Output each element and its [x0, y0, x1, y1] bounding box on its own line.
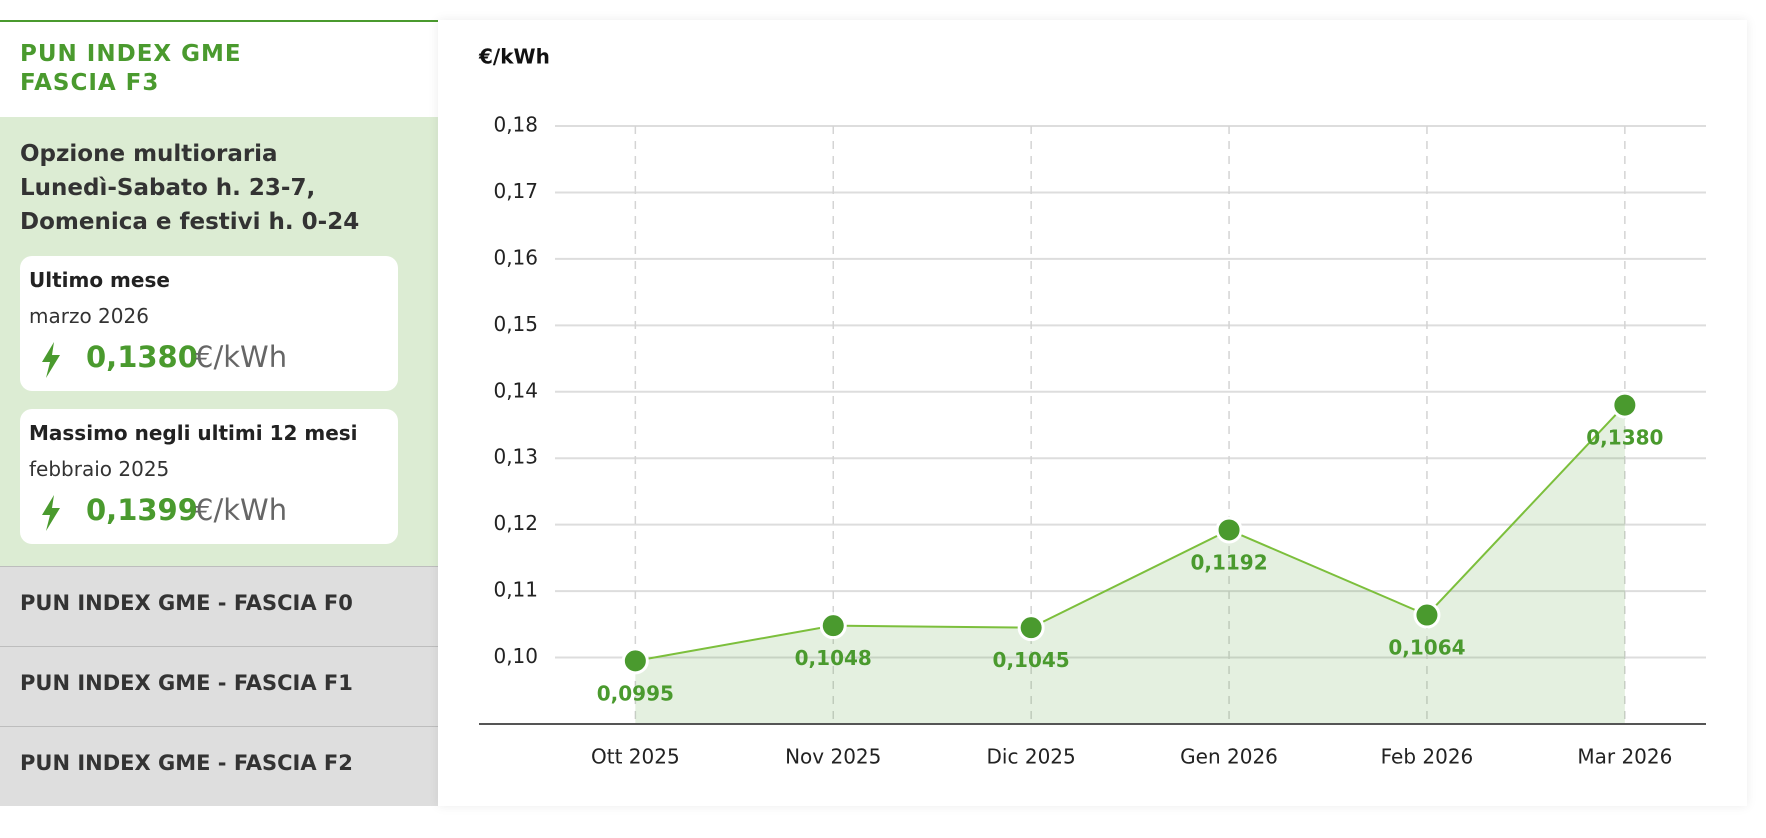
- data-label: 0,1380: [1586, 426, 1663, 450]
- description: Opzione multioraria Lunedì-Sabato h. 23-7…: [20, 137, 359, 239]
- y-tick-label: 0,13: [493, 445, 538, 469]
- description-line: Opzione multioraria: [20, 141, 278, 167]
- active-panel: Opzione multioraria Lunedì-Sabato h. 23-7…: [0, 117, 438, 566]
- card-label: Massimo negli ultimi 12 mesi: [29, 421, 358, 445]
- menu-label: PUN INDEX GME - FASCIA F2: [20, 751, 353, 775]
- data-point: [621, 647, 649, 675]
- x-tick-label: Mar 2026: [1577, 745, 1672, 769]
- data-label: 0,1064: [1388, 636, 1465, 660]
- bolt-icon: [42, 342, 60, 378]
- chart-card: €/kWh 0,10 0,11 0,12 0,13 0,14 0,15 0,16 0,17 0,1…: [438, 20, 1747, 806]
- y-axis-label: €/kWh: [478, 45, 550, 69]
- data-label: 0,1048: [795, 646, 872, 670]
- card-value: 0,1399: [86, 493, 198, 527]
- x-tick-label: Gen 2026: [1180, 745, 1278, 769]
- card-unit: €/kWh: [195, 340, 288, 374]
- sidebar: PUN INDEX GME FASCIA F3 Opzione multiora…: [0, 0, 438, 806]
- menu-label: PUN INDEX GME - FASCIA F0: [20, 591, 353, 615]
- y-tick-label: 0,12: [493, 511, 538, 535]
- data-point: [1017, 614, 1045, 642]
- description-line: Lunedì-Sabato h. 23-7,: [20, 175, 316, 201]
- data-point: [1413, 601, 1441, 629]
- card-period: febbraio 2025: [29, 457, 170, 481]
- x-tick-label: Nov 2025: [785, 745, 881, 769]
- data-label: 0,0995: [597, 681, 674, 705]
- menu-item[interactable]: PUN INDEX GME - FASCIA F0: [0, 566, 438, 646]
- x-tick-label: Dic 2025: [987, 745, 1076, 769]
- y-tick-label: 0,15: [493, 312, 538, 336]
- data-point: [819, 612, 847, 640]
- x-tick-label: Feb 2026: [1381, 745, 1474, 769]
- y-tick-label: 0,16: [493, 245, 538, 269]
- data-point: [1611, 391, 1639, 419]
- menu-item[interactable]: PUN INDEX GME - FASCIA F2: [0, 726, 438, 806]
- sidebar-header: PUN INDEX GME FASCIA F3: [0, 20, 438, 117]
- chart: €/kWh 0,10 0,11 0,12 0,13 0,14 0,15 0,16 0,17 0,1…: [478, 45, 1706, 769]
- y-tick-label: 0,10: [493, 644, 538, 668]
- stat-card: Massimo negli ultimi 12 mesi febbraio 202…: [20, 409, 398, 544]
- y-tick-label: 0,17: [493, 179, 538, 203]
- description-line: Domenica e festivi h. 0-24: [20, 209, 360, 235]
- line: [635, 404, 1626, 662]
- card-value: 0,1380: [86, 340, 198, 374]
- x-tick-label: Ott 2025: [591, 745, 680, 769]
- menu-item[interactable]: PUN INDEX GME - FASCIA F1: [0, 646, 438, 726]
- area: [635, 405, 1625, 724]
- y-tick-label: 0,11: [493, 578, 538, 602]
- data-label: 0,1192: [1190, 550, 1267, 574]
- y-tick-label: 0,14: [493, 378, 538, 402]
- stat-card: Ultimo mese marzo 2026 0,1380 €/kWh: [20, 256, 398, 391]
- sidebar-title: PUN INDEX GME FASCIA F3: [20, 41, 242, 96]
- data-point: [1215, 516, 1243, 544]
- y-tick-label: 0,18: [493, 113, 538, 137]
- card-label: Ultimo mese: [29, 268, 170, 292]
- bolt-icon: [42, 495, 60, 531]
- menu-label: PUN INDEX GME - FASCIA F1: [20, 671, 353, 695]
- data-label: 0,1045: [993, 648, 1070, 672]
- card-period: marzo 2026: [29, 304, 149, 328]
- card-unit: €/kWh: [195, 493, 288, 527]
